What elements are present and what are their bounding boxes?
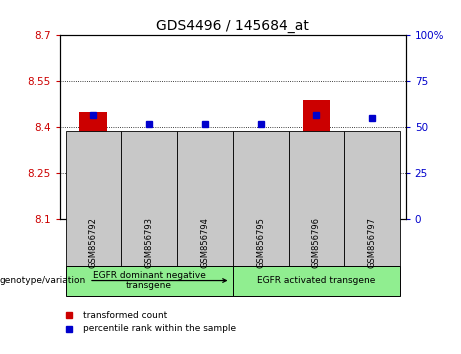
Text: GSM856793: GSM856793: [145, 217, 154, 268]
Bar: [358, 152, 386, 219]
Bar: [79, 112, 107, 219]
Bar: [233, 266, 400, 296]
Bar: [233, 131, 289, 266]
Bar: [177, 131, 233, 266]
Text: EGFR dominant negative
transgene: EGFR dominant negative transgene: [93, 271, 206, 290]
Text: percentile rank within the sample: percentile rank within the sample: [83, 324, 236, 333]
Text: genotype/variation: genotype/variation: [0, 276, 226, 285]
Bar: [121, 131, 177, 266]
Bar: [344, 131, 400, 266]
Title: GDS4496 / 145684_at: GDS4496 / 145684_at: [156, 19, 309, 33]
Bar: [289, 131, 344, 266]
Text: GSM856795: GSM856795: [256, 217, 265, 268]
Text: EGFR activated transgene: EGFR activated transgene: [257, 276, 376, 285]
Bar: [135, 195, 163, 219]
Text: GSM856792: GSM856792: [89, 217, 98, 268]
Bar: [247, 192, 275, 219]
Text: GSM856797: GSM856797: [368, 217, 377, 268]
Text: transformed count: transformed count: [83, 310, 167, 320]
Bar: [302, 100, 331, 219]
Bar: [65, 131, 121, 266]
Bar: [65, 266, 233, 296]
Text: GSM856796: GSM856796: [312, 217, 321, 268]
Text: GSM856794: GSM856794: [201, 217, 209, 268]
Bar: [191, 195, 219, 219]
